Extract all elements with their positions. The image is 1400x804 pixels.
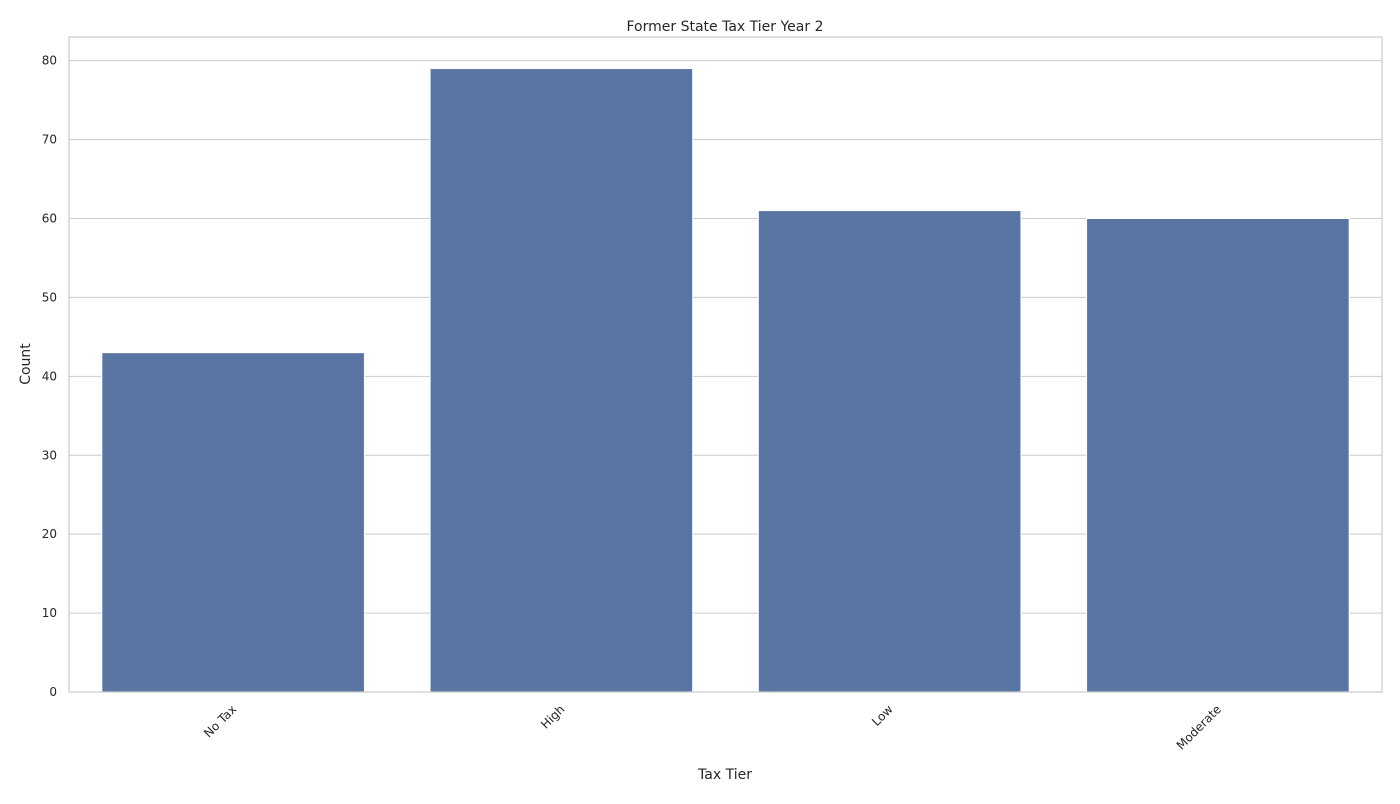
y-axis-label: Count (18, 343, 34, 385)
y-tick-label: 30 (42, 448, 57, 462)
x-axis-label: Tax Tier (697, 767, 752, 783)
x-tick-label: High (538, 702, 567, 731)
bar-high (429, 68, 694, 693)
y-tick-label: 0 (49, 685, 57, 699)
chart-title: Former State Tax Tier Year 2 (627, 19, 824, 35)
bar-no-tax (101, 352, 365, 693)
bar-moderate (1086, 218, 1350, 693)
y-tick-label: 20 (42, 527, 57, 541)
y-tick-label: 80 (42, 54, 57, 68)
y-tick-label: 10 (42, 606, 57, 620)
y-tick-label: 60 (42, 212, 57, 226)
bar-low (757, 210, 1022, 693)
y-tick-label: 50 (42, 290, 57, 304)
y-tick-labels: 0 10 20 30 40 50 60 70 80 (42, 54, 57, 699)
x-tick-label: Moderate (1174, 702, 1224, 752)
x-tick-labels: No Tax High Low Moderate (201, 702, 1224, 752)
x-tick-label: Low (869, 702, 896, 729)
bars-layer (101, 68, 1350, 693)
axes-frame (68, 36, 1383, 693)
x-tick-label: No Tax (201, 702, 239, 740)
y-tick-label: 70 (42, 133, 57, 147)
y-tick-label: 40 (42, 369, 57, 383)
